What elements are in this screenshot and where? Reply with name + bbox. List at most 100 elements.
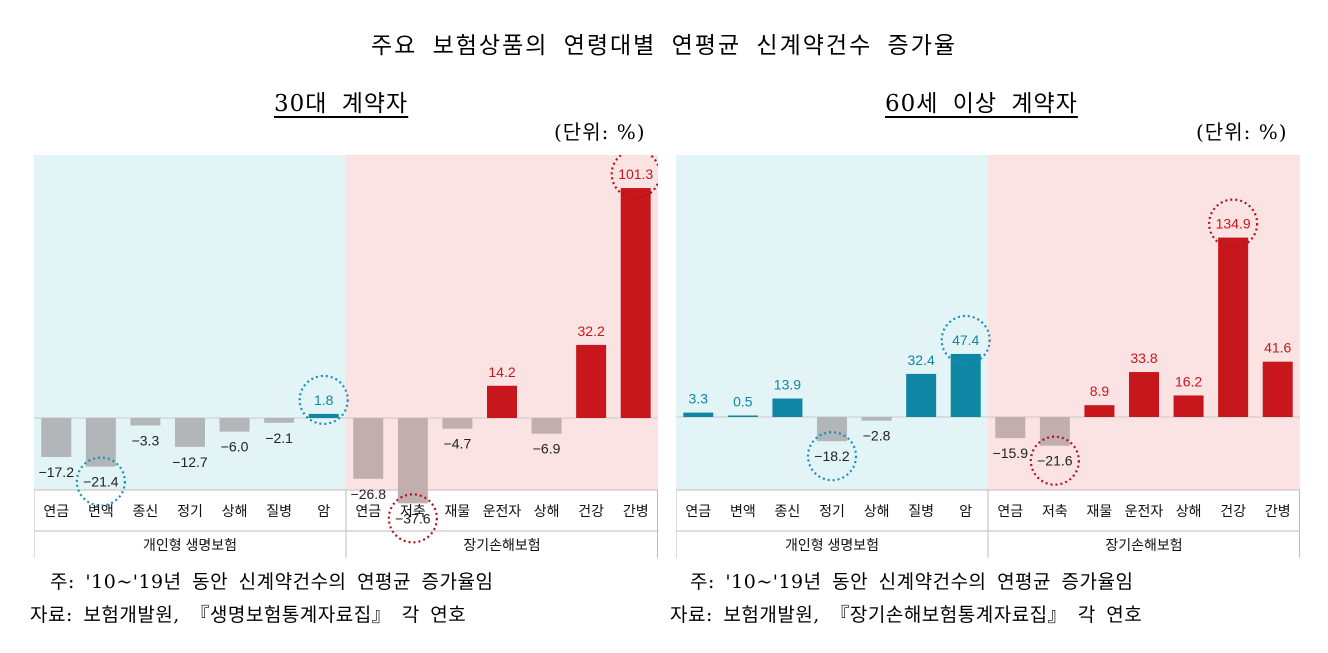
category-label: 연금 xyxy=(685,503,711,519)
bar xyxy=(1218,237,1249,417)
bar xyxy=(683,412,714,417)
data-label: 32.4 xyxy=(908,352,935,368)
data-label: 101.3 xyxy=(618,166,653,182)
chart-30s: −17.2 연금 −21.4 변액 −3.3 종신 −12.7 정기 −6.0 상해 −2.1 질병 1… xyxy=(34,155,658,558)
data-label: −6.9 xyxy=(533,441,561,457)
chart-60plus: 3.3 연금 0.5 변액 13.9 종신 −18.2 정기 −2.8 상해 32.4 질병 47.4 암… xyxy=(676,155,1300,558)
data-label: 134.9 xyxy=(1216,216,1251,232)
bar xyxy=(130,418,161,426)
data-label: 16.2 xyxy=(1175,373,1202,389)
bar xyxy=(906,373,937,417)
unit-label-60plus: (단위: %) xyxy=(1196,120,1288,144)
data-label: 1.8 xyxy=(314,392,334,408)
category-label: 건강 xyxy=(578,503,604,519)
bar xyxy=(861,417,892,421)
source-left: 자료: 보험개발원, 『생명보험통계자료집』 각 연호 xyxy=(30,604,467,626)
data-label: 14.2 xyxy=(488,364,515,380)
data-label: −26.8 xyxy=(351,486,387,502)
chart-title-60plus: 60세 이상 계약자 xyxy=(885,91,1078,117)
bar xyxy=(264,418,295,423)
category-label: 변액 xyxy=(88,503,114,519)
bar xyxy=(175,418,205,447)
nonlife-zone-bg xyxy=(346,155,658,490)
category-label: 저축 xyxy=(1042,503,1068,519)
highlight-circle xyxy=(1029,435,1080,486)
category-label: 재물 xyxy=(1087,503,1113,519)
data-label: −21.4 xyxy=(83,474,119,490)
bar xyxy=(1262,361,1293,417)
category-label: 정기 xyxy=(177,503,203,519)
note-left: 주: '10~'19년 동안 신계약건수의 연평균 증가율임 xyxy=(50,571,494,593)
data-label: −4.7 xyxy=(444,436,472,452)
data-label: 13.9 xyxy=(774,377,801,393)
data-label: 0.5 xyxy=(733,394,753,410)
data-label: −2.1 xyxy=(265,430,293,446)
category-label: 상해 xyxy=(864,503,890,519)
category-label: 간병 xyxy=(1265,503,1291,519)
data-label: −2.8 xyxy=(863,428,891,444)
bar xyxy=(353,418,384,479)
data-label: −12.7 xyxy=(172,454,208,470)
bar xyxy=(1084,405,1115,417)
data-label: 47.4 xyxy=(952,332,979,348)
bar xyxy=(817,417,847,442)
bar xyxy=(576,344,607,418)
highlight-circle xyxy=(940,314,991,366)
data-label: −21.6 xyxy=(1037,453,1073,469)
bar xyxy=(397,418,428,504)
category-label: 연금 xyxy=(997,503,1023,519)
category-label: 연금 xyxy=(355,503,381,519)
category-label: 상해 xyxy=(222,503,248,519)
bar xyxy=(995,417,1026,439)
data-label: 32.2 xyxy=(578,323,605,339)
chart-title-30s: 30대 계약자 xyxy=(274,91,409,117)
group-label: 개인형 생명보험 xyxy=(143,537,237,553)
category-label: 질병 xyxy=(908,503,934,519)
category-label: 저축 xyxy=(400,503,426,519)
data-label: 33.8 xyxy=(1130,350,1157,366)
category-label: 상해 xyxy=(1176,503,1202,519)
bar xyxy=(1173,395,1204,417)
bar xyxy=(727,415,758,417)
data-label: −3.3 xyxy=(132,432,160,448)
bar xyxy=(531,418,562,434)
data-label: −15.9 xyxy=(993,445,1029,461)
category-label: 변액 xyxy=(730,503,756,519)
category-label: 재물 xyxy=(445,503,471,519)
highlight-circle xyxy=(806,431,858,482)
bar xyxy=(442,418,473,429)
category-label: 운전자 xyxy=(1125,503,1164,519)
highlight-circle xyxy=(387,493,438,544)
data-label: 8.9 xyxy=(1090,383,1110,399)
category-label: 운전자 xyxy=(483,503,522,519)
highlight-circle xyxy=(75,456,126,507)
bar xyxy=(85,418,116,467)
note-right: 주: '10~'19년 동안 신계약건수의 연평균 증가율임 xyxy=(690,571,1134,593)
bar xyxy=(1129,372,1159,417)
bar xyxy=(772,398,803,417)
main-title: 주요 보험상품의 연령대별 연평균 신계약건수 증가율 xyxy=(370,33,958,59)
category-label: 간병 xyxy=(623,503,649,519)
bar xyxy=(487,385,517,418)
highlight-circle xyxy=(1208,198,1259,249)
data-label: 41.6 xyxy=(1264,340,1291,356)
data-label: 3.3 xyxy=(689,391,709,407)
unit-label-30s: (단위: %) xyxy=(554,120,646,144)
category-label: 암 xyxy=(959,503,972,519)
group-label: 개인형 생명보험 xyxy=(785,537,879,553)
bar xyxy=(1039,417,1070,446)
category-label: 종신 xyxy=(133,503,159,519)
group-label: 장기손해보험 xyxy=(463,537,540,553)
data-label: −37.6 xyxy=(395,510,431,526)
category-label: 상해 xyxy=(534,503,560,519)
bar xyxy=(308,413,339,418)
bar xyxy=(219,418,250,432)
nonlife-zone-bg xyxy=(988,155,1300,490)
category-label: 건강 xyxy=(1220,503,1246,519)
bar xyxy=(620,188,651,418)
category-label: 정기 xyxy=(819,503,845,519)
bar xyxy=(41,418,72,458)
bar xyxy=(950,353,981,417)
data-label: −6.0 xyxy=(221,439,249,455)
highlight-circle xyxy=(298,374,349,426)
